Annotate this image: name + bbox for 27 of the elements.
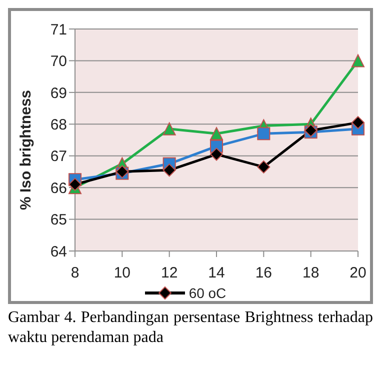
y-tick-label: 70: [50, 53, 67, 70]
y-tick-label: 68: [50, 116, 67, 134]
text: Gambar 4. Perbandingan persentase Brightness terhadap waktu perendaman pada: [8, 308, 373, 348]
x-tick-label: 16: [255, 264, 272, 282]
y-axis-title: % Iso brightness: [17, 90, 34, 210]
point: [162, 164, 176, 177]
point: [257, 160, 270, 174]
x-tick-label: 12: [160, 264, 178, 282]
x-tick-label: 8: [70, 264, 80, 282]
point: [68, 178, 82, 191]
legend-label: 60 oC: [188, 285, 226, 301]
point: [162, 122, 176, 136]
x-tick-label: 14: [208, 264, 225, 282]
point: [352, 54, 364, 68]
y-tick-label: 64: [50, 243, 67, 260]
y-tick-label: 69: [50, 84, 67, 102]
y-tick-label: 71: [50, 21, 67, 38]
y-tick-label: 66: [50, 180, 67, 197]
x-tick-label: 20: [350, 264, 366, 282]
point: [210, 127, 223, 140]
y-tick-label: 65: [50, 212, 67, 229]
point: [210, 148, 223, 161]
point: [257, 127, 270, 140]
y-tick-label: 67: [50, 148, 67, 166]
point: [352, 116, 364, 130]
x-tick-label: 18: [302, 264, 320, 282]
x-tick-label: 10: [114, 264, 131, 282]
